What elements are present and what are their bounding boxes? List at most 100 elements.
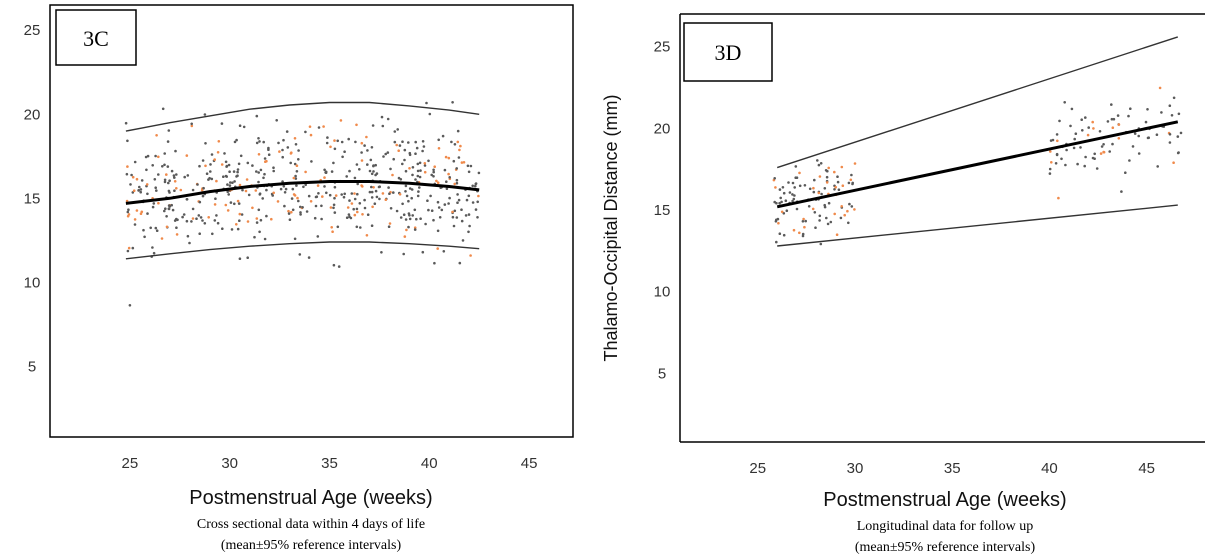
scatter-point bbox=[297, 158, 300, 161]
scatter-point bbox=[455, 167, 459, 170]
scatter-point bbox=[392, 191, 395, 194]
scatter-point bbox=[368, 169, 372, 173]
scatter-point bbox=[432, 168, 435, 172]
scatter-point bbox=[305, 210, 309, 213]
scatter-point bbox=[160, 237, 164, 240]
scatter-point bbox=[388, 192, 391, 195]
scatter-point bbox=[421, 250, 425, 254]
scatter-point bbox=[336, 139, 340, 143]
scatter-point bbox=[185, 198, 189, 201]
scatter-point bbox=[395, 143, 399, 147]
scatter-point bbox=[403, 235, 407, 238]
scatter-point bbox=[794, 165, 798, 168]
scatter-point bbox=[216, 221, 220, 225]
scatter-point bbox=[447, 172, 450, 176]
scatter-point bbox=[374, 163, 378, 167]
scatter-point bbox=[455, 178, 459, 182]
scatter-point bbox=[816, 159, 819, 162]
scatter-point bbox=[382, 155, 385, 158]
scatter-point bbox=[408, 153, 412, 157]
scatter-point bbox=[307, 194, 311, 198]
scatter-point bbox=[259, 218, 263, 222]
scatter-point bbox=[827, 166, 830, 170]
scatter-point bbox=[436, 247, 440, 250]
scatter-point bbox=[145, 168, 148, 172]
scatter-point bbox=[1054, 162, 1058, 165]
scatter-point bbox=[251, 206, 254, 210]
scatter-point bbox=[392, 157, 396, 161]
chart-panel-3c: 5 10 15 20 25 25 30 35 40 45 3C Postmenstrual Ag… bbox=[24, 4, 574, 553]
x-tick-label: 35 bbox=[944, 460, 961, 477]
scatter-point bbox=[263, 237, 267, 241]
scatter-point bbox=[1057, 196, 1060, 200]
scatter-point bbox=[325, 191, 328, 195]
scatter-point bbox=[378, 197, 381, 201]
scatter-point bbox=[356, 182, 360, 186]
scatter-point bbox=[401, 202, 404, 206]
scatter-point bbox=[350, 202, 354, 205]
scatter-point bbox=[386, 117, 390, 121]
scatter-point bbox=[1124, 171, 1127, 174]
scatter-point bbox=[453, 143, 457, 146]
scatter-point bbox=[190, 124, 194, 128]
scatter-point bbox=[477, 171, 481, 175]
scatter-point bbox=[801, 220, 805, 223]
scatter-point bbox=[1110, 117, 1114, 121]
scatter-point bbox=[331, 230, 334, 233]
y-axis-ticks: 5 10 15 20 25 bbox=[654, 39, 671, 383]
scatter-point bbox=[402, 213, 406, 216]
scatter-point bbox=[847, 221, 850, 225]
scatter-point bbox=[213, 158, 216, 161]
scatter-point bbox=[793, 194, 796, 197]
scatter-point bbox=[455, 181, 459, 185]
scatter-point bbox=[229, 181, 232, 184]
y-axis-ticks: 5 10 15 20 25 bbox=[24, 22, 41, 375]
scatter-point bbox=[415, 217, 418, 221]
scatter-point bbox=[1084, 155, 1087, 159]
scatter-point bbox=[443, 203, 447, 206]
scatter-point bbox=[286, 146, 290, 149]
scatter-point bbox=[813, 211, 817, 214]
scatter-point bbox=[843, 213, 846, 217]
scatter-point bbox=[416, 174, 420, 178]
scatter-point bbox=[157, 201, 160, 205]
scatter-point bbox=[175, 217, 178, 221]
scatter-point bbox=[396, 128, 400, 131]
scatter-point bbox=[1079, 146, 1082, 149]
scatter-point bbox=[315, 195, 319, 198]
scatter-point bbox=[829, 220, 833, 224]
scatter-point bbox=[304, 183, 308, 187]
scatter-point bbox=[155, 189, 158, 192]
scatter-point bbox=[1144, 120, 1148, 124]
scatter-point bbox=[204, 142, 207, 145]
scatter-point bbox=[296, 196, 299, 200]
scatter-point bbox=[851, 181, 854, 185]
scatter-point bbox=[407, 225, 410, 229]
scatter-point bbox=[378, 185, 382, 188]
scatter-point bbox=[203, 222, 207, 225]
scatter-point bbox=[387, 186, 390, 189]
scatter-point bbox=[205, 172, 209, 175]
scatter-point bbox=[372, 170, 375, 173]
scatter-point bbox=[448, 196, 451, 200]
scatter-point bbox=[1092, 127, 1095, 130]
scatter-point bbox=[207, 216, 210, 219]
scatter-point bbox=[298, 253, 302, 256]
scatter-point bbox=[1065, 148, 1068, 152]
scatter-point bbox=[170, 203, 173, 207]
scatter-point bbox=[1081, 129, 1084, 132]
mean-line bbox=[125, 180, 480, 205]
scatter-point bbox=[339, 119, 343, 122]
scatter-point bbox=[1172, 161, 1175, 164]
scatter-point bbox=[278, 150, 281, 153]
scatter-point bbox=[421, 140, 425, 143]
scatter-point bbox=[414, 152, 417, 155]
scatter-point bbox=[352, 207, 356, 211]
scatter-point bbox=[347, 137, 351, 141]
scatter-point bbox=[333, 185, 337, 189]
scatter-point bbox=[348, 215, 351, 218]
scatter-point bbox=[345, 216, 349, 219]
scatter-point bbox=[348, 169, 351, 173]
scatter-point bbox=[808, 187, 812, 191]
scatter-point bbox=[295, 170, 299, 173]
